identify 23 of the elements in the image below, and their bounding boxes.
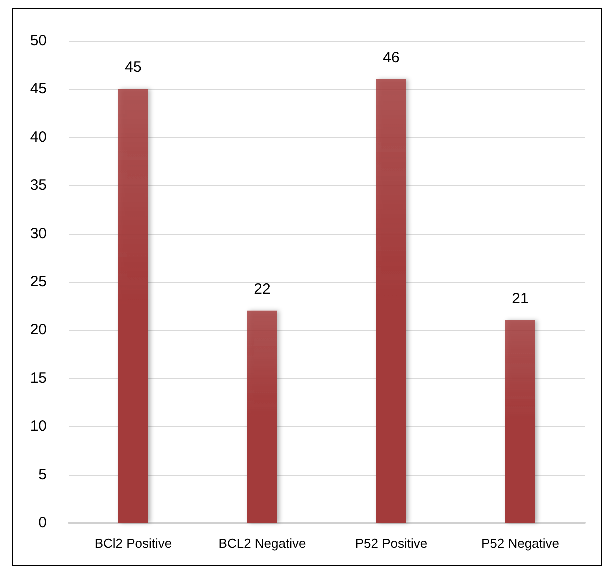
- x-tick-label: BCl2 Positive: [94, 536, 172, 551]
- data-label: 45: [125, 59, 142, 76]
- y-tick-label: 45: [30, 80, 47, 98]
- data-label: 22: [254, 280, 271, 298]
- y-tick-label: 15: [30, 370, 47, 387]
- bar: [118, 89, 148, 523]
- y-tick-label: 10: [30, 418, 47, 436]
- bar: [248, 310, 278, 523]
- y-tick-label: 50: [30, 32, 47, 50]
- y-tick-label: 5: [38, 466, 47, 484]
- y-tick-label: 40: [30, 128, 47, 146]
- y-tick-label: 20: [30, 322, 47, 339]
- x-tick-label: BCL2 Negative: [218, 536, 306, 551]
- y-tick-label: 25: [30, 274, 47, 290]
- bar: [506, 320, 536, 523]
- y-tick-label: 35: [30, 177, 47, 194]
- data-label: 46: [383, 50, 400, 67]
- y-tick-label: 0: [38, 514, 47, 532]
- x-tick-label: P52 Positive: [355, 536, 428, 551]
- y-tick-label: 30: [30, 225, 47, 242]
- x-tick-label: P52 Negative: [481, 536, 560, 551]
- data-label: 21: [512, 290, 529, 308]
- bar: [376, 80, 406, 523]
